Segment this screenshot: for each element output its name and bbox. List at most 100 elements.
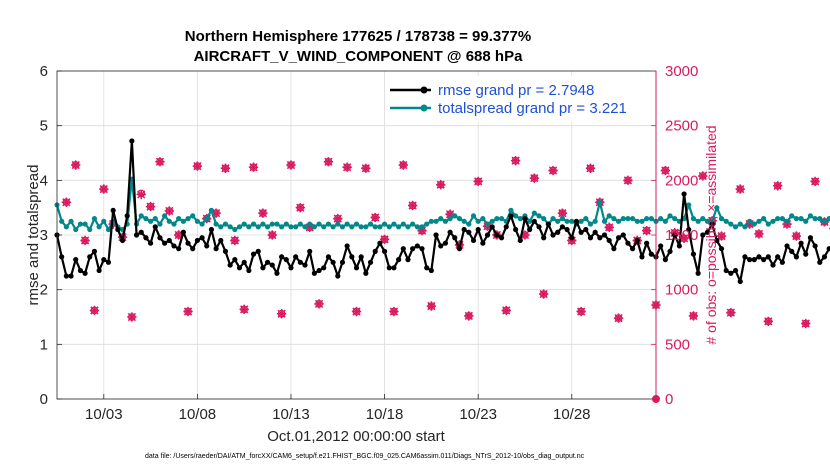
y-tick-label-right: 2000 [665,172,698,189]
rmse-point [550,232,556,238]
rmse-point [96,267,102,274]
totalspread-point [690,216,697,222]
obs-assimilated-marker [539,289,549,299]
totalspread-point [400,221,406,227]
rmse-point [119,237,126,244]
rmse-point [386,265,392,271]
obs-assimilated-marker [99,184,109,194]
rmse-point [517,237,523,244]
rmse-point [222,248,229,254]
totalspread-point [63,224,69,230]
rmse-point [592,229,598,235]
totalspread-point [91,216,98,222]
rmse-point [260,265,266,271]
rmse-point [218,237,224,244]
rmse-point [405,257,411,263]
totalspread-point [381,221,388,227]
rmse-point [648,251,654,257]
obs-assimilated-marker [548,165,558,176]
rmse-point [176,246,182,252]
y-tick-label-right: 1000 [665,282,698,299]
rmse-point [101,257,107,263]
rmse-point [152,224,158,230]
obs-assimilated-marker [323,157,334,167]
rmse-point [87,254,93,260]
obs-assimilated-marker [772,181,783,191]
rmse-point [587,235,594,241]
rmse-point [466,229,472,235]
obs-assimilated-marker [295,202,306,213]
rmse-point [793,254,799,260]
rmse-point [372,248,378,254]
totalspread-point [250,221,257,227]
obs-assimilated-marker [744,219,755,229]
obs-count-markers [61,155,830,403]
x-tick-label: 10/13 [272,406,310,423]
rmse-point [410,246,416,252]
obs-assimilated-marker [445,209,455,219]
totalspread-point [344,221,350,227]
totalspread-point [625,216,631,222]
rmse-point [363,270,369,276]
totalspread-point [358,224,364,230]
totalspread-point [803,218,809,224]
totalspread-point [723,218,729,224]
rmse-point [293,254,299,260]
totalspread-point [770,218,776,224]
axes: 0 1 2 3 4 5 6 0 500 1000 1500 2000 2500 3000 10/03 10/0… [40,63,699,423]
rmse-point [555,229,561,235]
obs-assimilated-marker [679,233,689,243]
y-tick-label-right: 3000 [665,63,698,80]
totalspread-point [283,221,289,227]
totalspread-point [601,218,608,224]
obs-assimilated-marker [529,173,540,183]
totalspread-point [442,218,449,224]
rmse-point [484,232,491,238]
rmse-point [77,267,83,274]
totalspread-point [517,216,523,222]
totalspread-point [199,221,205,227]
rmse-point [232,257,238,263]
rmse-point [400,246,406,252]
totalspread-point [559,216,566,222]
totalspread-point [704,218,711,224]
rmse-point [676,243,682,249]
totalspread-point [644,216,650,222]
obs-assimilated-marker [417,225,427,236]
rmse-point [508,213,514,219]
totalspread-point [180,218,186,224]
totalspread-point [751,221,757,227]
totalspread-point [222,221,229,227]
rmse-point [396,257,402,263]
rmse-point [143,235,149,241]
rmse-point [775,254,781,260]
totalspread-point [410,221,416,227]
rmse-point [63,273,69,279]
totalspread-point [274,221,280,227]
totalspread-point [372,224,378,230]
totalspread-point [307,221,313,227]
rmse-point [199,235,205,241]
rmse-point [761,257,767,263]
totalspread-point [241,221,247,227]
obs-assimilated-marker [258,208,268,218]
totalspread-point [826,216,830,222]
obs-assimilated-marker [220,163,231,173]
y-tick-label-left: 2 [40,282,48,299]
rmse-point [316,267,322,274]
obs-assimilated-marker [436,180,446,190]
totalspread-point [480,216,486,222]
rmse-point [672,232,678,238]
rmse-point [817,259,823,265]
totalspread-point [817,216,823,222]
totalspread-point [208,207,215,213]
rmse-point [171,243,177,249]
rmse-point [639,254,645,260]
totalspread-point [606,213,612,219]
totalspread-point [213,221,219,227]
rmse-point [162,240,168,246]
rmse-point [147,240,154,246]
obs-assimilated-marker [520,230,530,240]
rmse-point [124,213,130,219]
